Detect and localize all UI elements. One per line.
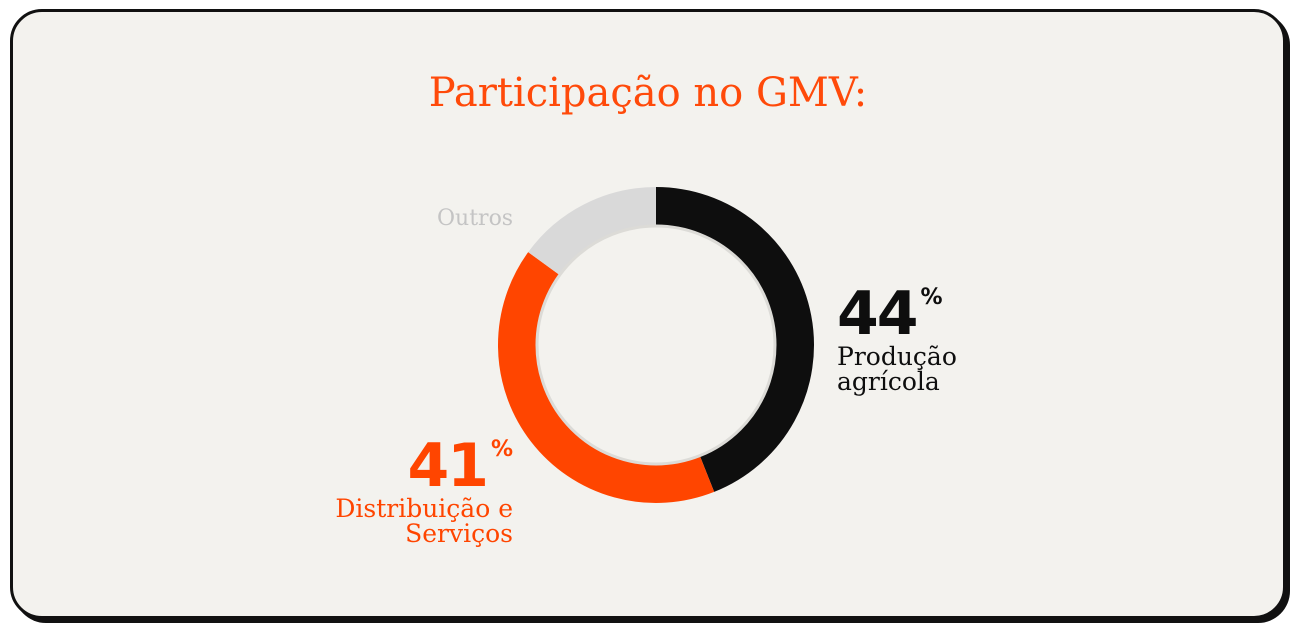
value-number: 41: [407, 431, 488, 501]
data-label: 44% Produção agrícola: [837, 284, 1037, 394]
donut-segment: [498, 252, 715, 503]
value-unit: %: [920, 285, 943, 310]
donut-segment: [528, 187, 657, 275]
chart: [498, 187, 814, 503]
value-unit: %: [490, 437, 513, 462]
value-label: 44%: [837, 284, 1037, 344]
data-label: Outros: [437, 208, 557, 230]
donut-segment: [655, 187, 814, 492]
card: Participação no GMV: 44% Produção agrícol…: [10, 9, 1286, 619]
category-label: Outros: [437, 206, 514, 231]
inner-ring: [535, 224, 777, 466]
value-label: 41%: [263, 436, 513, 496]
category-label: Produção agrícola: [837, 342, 957, 396]
chart-title: Participação no GMV:: [428, 70, 868, 116]
data-label: 41% Distribuição e Serviços: [263, 436, 513, 546]
value-number: 44: [837, 279, 918, 349]
category-label: Distribuição e Serviços: [335, 494, 513, 548]
